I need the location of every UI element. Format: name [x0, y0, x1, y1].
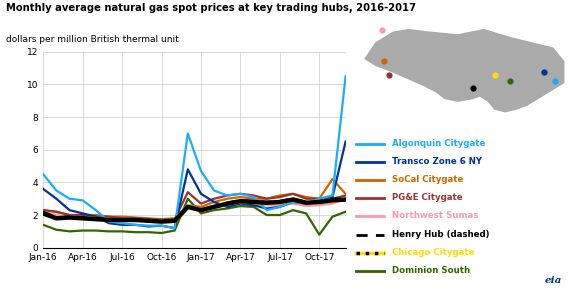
- Text: SoCal Citygate: SoCal Citygate: [392, 175, 463, 184]
- Text: Algonquin Citygate: Algonquin Citygate: [392, 139, 485, 148]
- Text: Henry Hub (dashed): Henry Hub (dashed): [392, 230, 489, 239]
- Polygon shape: [365, 30, 564, 112]
- Text: Monthly average natural gas spot prices at key trading hubs, 2016-2017: Monthly average natural gas spot prices …: [6, 3, 416, 13]
- Text: Northwest Sumas: Northwest Sumas: [392, 211, 478, 221]
- Text: dollars per million British thermal unit: dollars per million British thermal unit: [6, 35, 179, 43]
- Text: eia: eia: [544, 276, 562, 285]
- Text: Chicago Citygate: Chicago Citygate: [392, 248, 474, 257]
- Text: Transco Zone 6 NY: Transco Zone 6 NY: [392, 157, 482, 166]
- Text: PG&E Citygate: PG&E Citygate: [392, 193, 463, 202]
- Text: Dominion South: Dominion South: [392, 266, 470, 275]
